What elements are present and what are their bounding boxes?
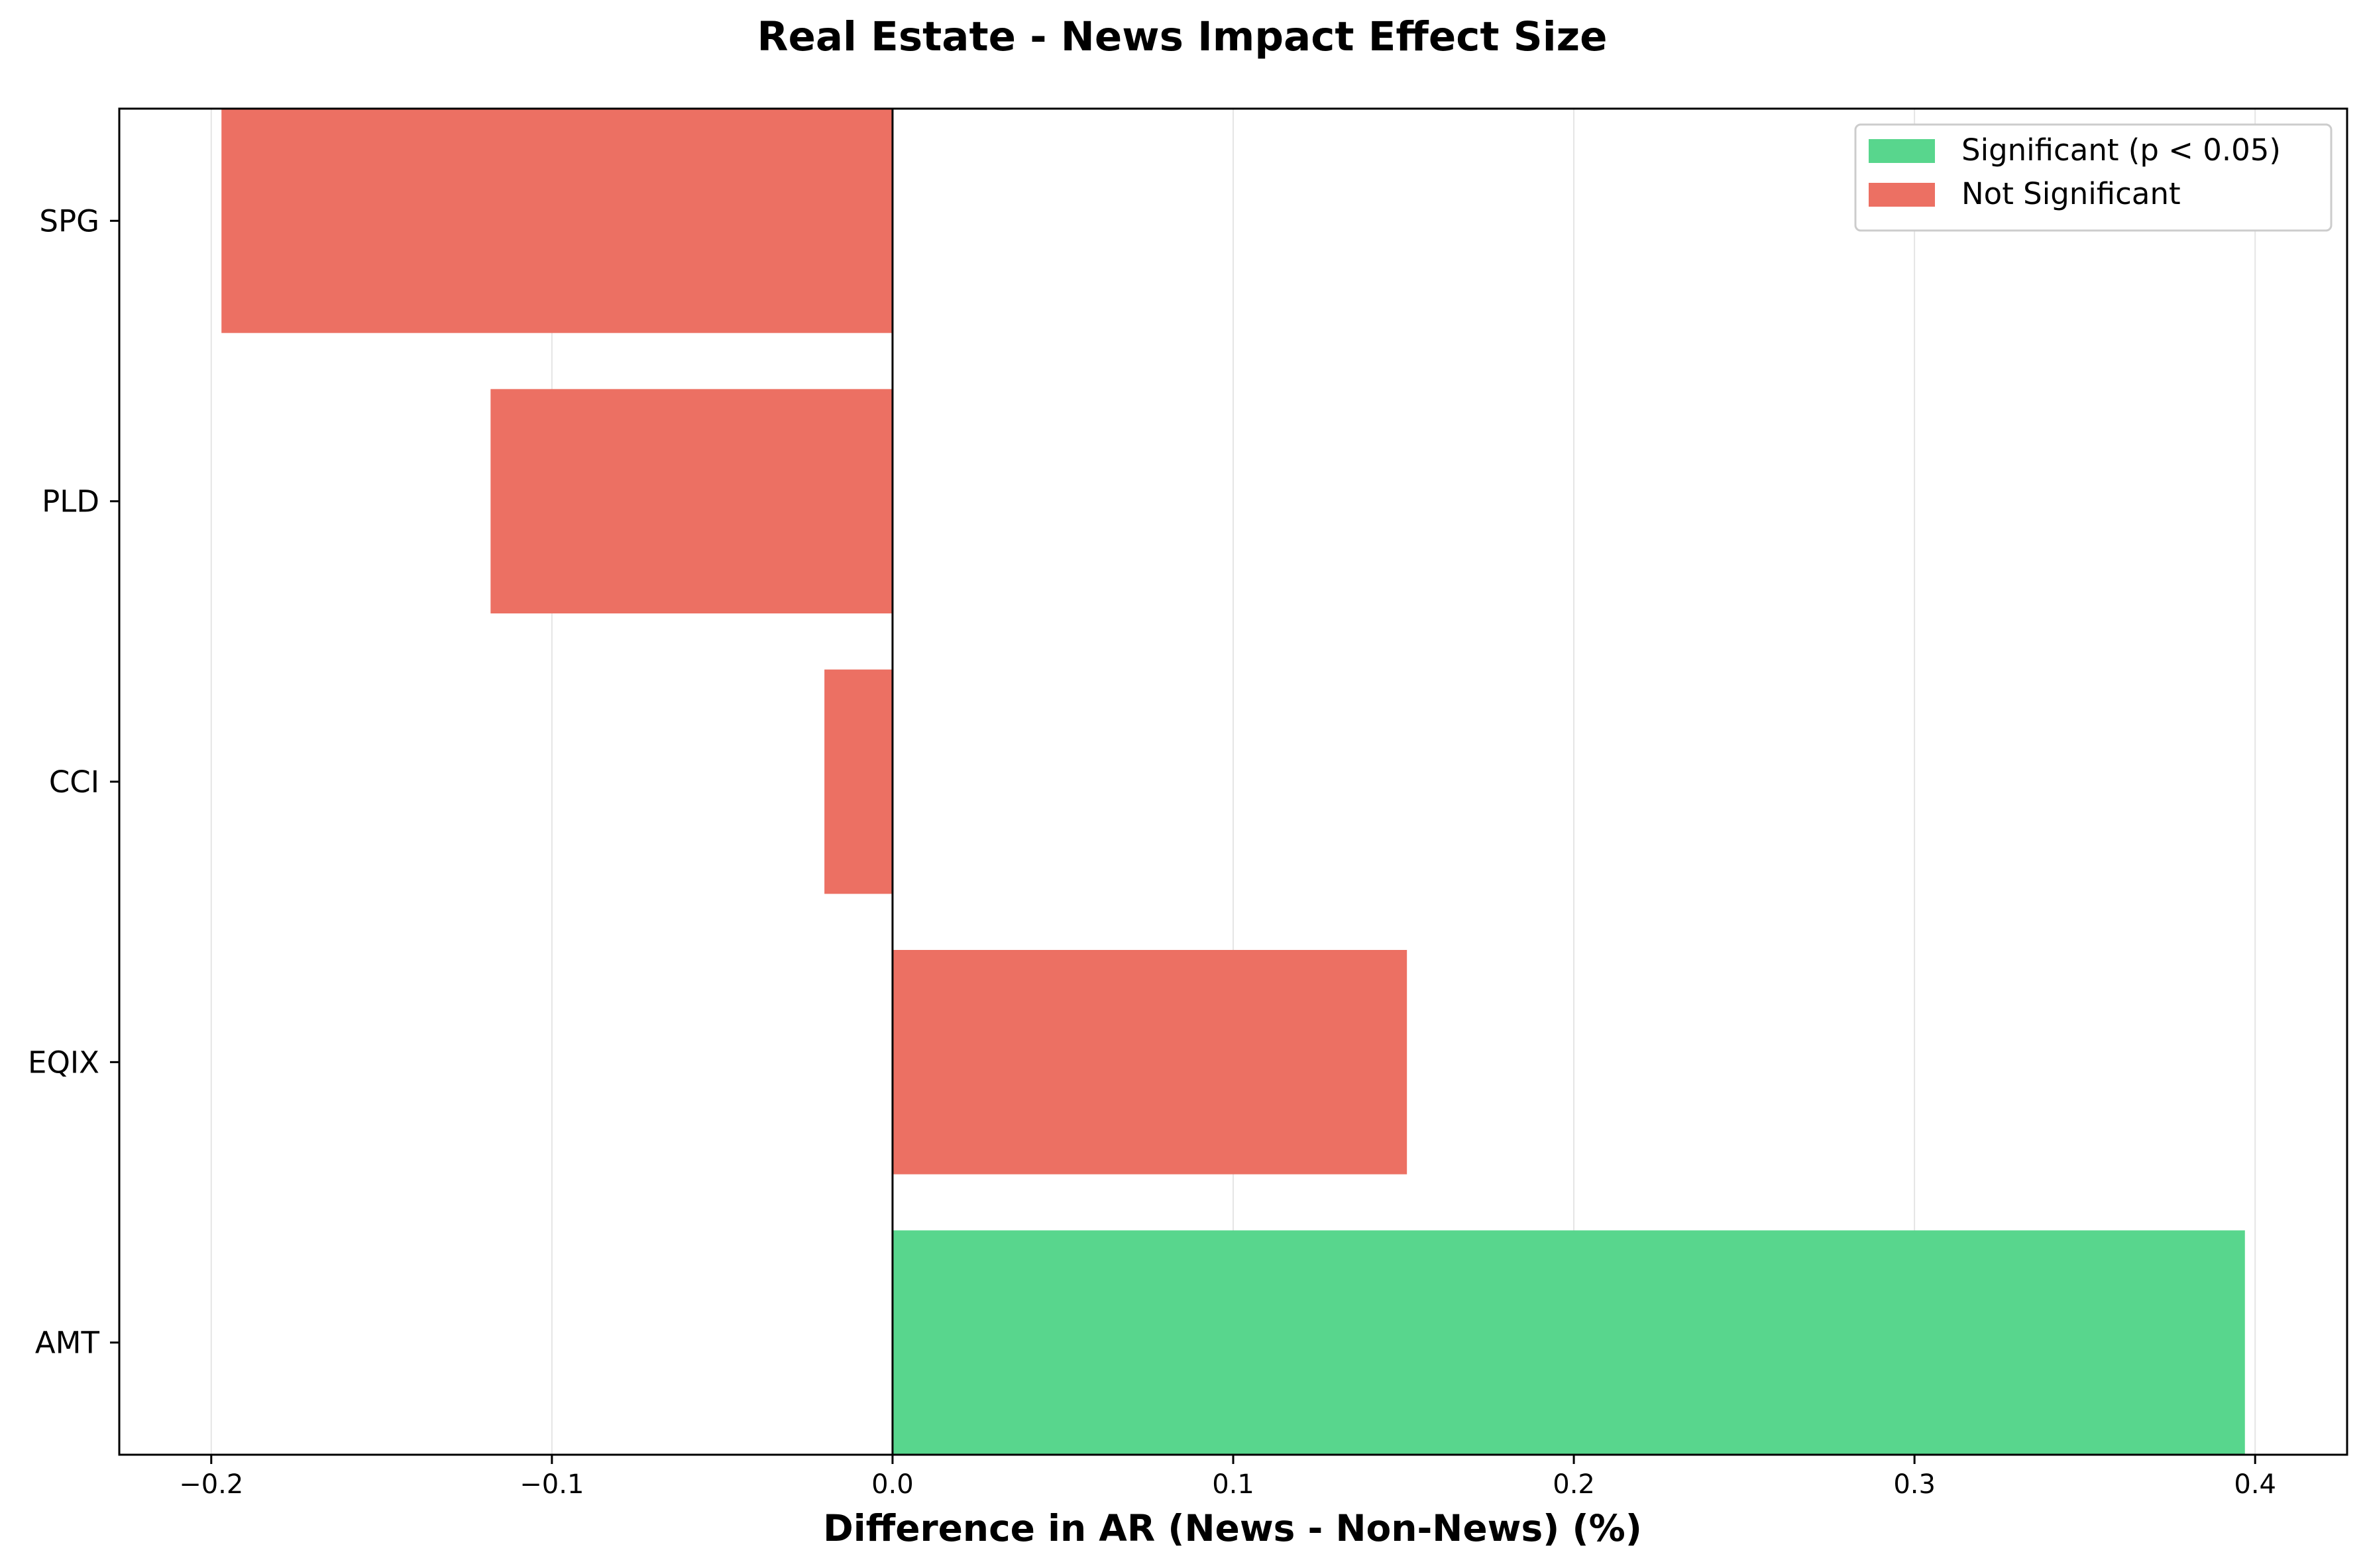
- y-axis-ticks: AMT EQIX CCI PLD SPG: [28, 203, 119, 1361]
- bar-pld: [490, 389, 893, 613]
- x-axis-label: Difference in AR (News - Non-News) (%): [823, 1507, 1642, 1549]
- bars: [221, 109, 2245, 1455]
- x-tick-label: 0.4: [2234, 1469, 2276, 1500]
- x-tick-label: −0.2: [179, 1469, 243, 1500]
- y-tick-label: SPG: [39, 203, 99, 238]
- bar-spg: [221, 109, 893, 333]
- bar-cci: [824, 669, 893, 894]
- x-tick-label: 0.2: [1553, 1469, 1595, 1500]
- x-axis-ticks: −0.2 −0.1 0.0 0.1 0.2 0.3 0.4: [179, 1455, 2276, 1500]
- y-tick-label: CCI: [49, 764, 99, 800]
- legend-swatch: [1869, 139, 1935, 163]
- x-tick-label: 0.0: [871, 1469, 914, 1500]
- y-tick-label: EQIX: [28, 1045, 99, 1080]
- x-tick-label: 0.1: [1212, 1469, 1254, 1500]
- legend-box: [1854, 123, 2333, 232]
- x-tick-label: −0.1: [520, 1469, 584, 1500]
- legend-label: Significant (p < 0.05): [1961, 132, 2281, 168]
- y-tick-label: AMT: [35, 1326, 100, 1361]
- x-tick-label: 0.3: [1893, 1469, 1936, 1500]
- legend-label: Not Significant: [1961, 176, 2181, 211]
- legend-swatch: [1869, 183, 1935, 207]
- bar-amt: [892, 1230, 2245, 1455]
- y-tick-label: PLD: [42, 484, 99, 519]
- legend: Significant (p < 0.05) Not Significant: [1854, 123, 2333, 232]
- bar-eqix: [892, 950, 1407, 1175]
- chart-title: Real Estate - News Impact Effect Size: [757, 13, 1608, 60]
